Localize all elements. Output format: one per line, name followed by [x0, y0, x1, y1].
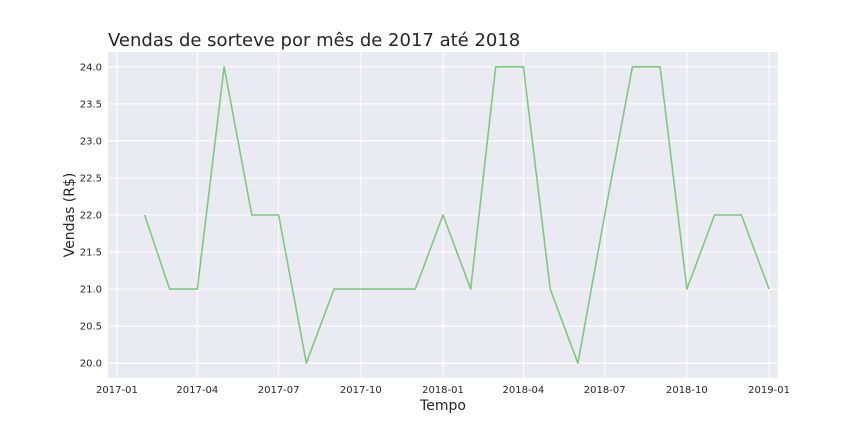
x-tick-label: 2017-10 — [340, 385, 382, 396]
y-tick-label: 24.0 — [80, 62, 102, 73]
y-tick-label: 23.0 — [80, 136, 102, 147]
tick-labels: 20.0 20.5 21.0 21.5 22.0 22.5 23.0 23.5 24.0 2017… — [80, 62, 790, 396]
y-tick-label: 21.5 — [80, 248, 102, 259]
y-tick-label: 21.0 — [80, 285, 102, 296]
y-axis-label: Vendas (R$) — [62, 173, 78, 258]
x-tick-label: 2017-04 — [176, 385, 218, 396]
series-layer — [143, 66, 770, 364]
x-tick-label: 2018-07 — [584, 385, 626, 396]
x-tick-label: 2018-10 — [666, 385, 708, 396]
x-tick-label: 2019-01 — [748, 385, 790, 396]
x-tick-label: 2018-04 — [503, 385, 545, 396]
x-tick-label: 2017-01 — [96, 385, 138, 396]
y-tick-label: 23.5 — [80, 99, 102, 110]
y-tick-label: 20.5 — [80, 322, 102, 333]
series-line — [143, 66, 770, 364]
x-tick-label: 2017-07 — [258, 385, 300, 396]
x-axis-label: Tempo — [419, 398, 466, 414]
y-tick-label: 20.0 — [80, 359, 102, 370]
x-tick-label: 2018-01 — [422, 385, 464, 396]
y-tick-label: 22.0 — [80, 211, 102, 222]
y-tick-label: 22.5 — [80, 173, 102, 184]
chart-title: Vendas de sorteve por mês de 2017 até 20… — [108, 30, 520, 51]
